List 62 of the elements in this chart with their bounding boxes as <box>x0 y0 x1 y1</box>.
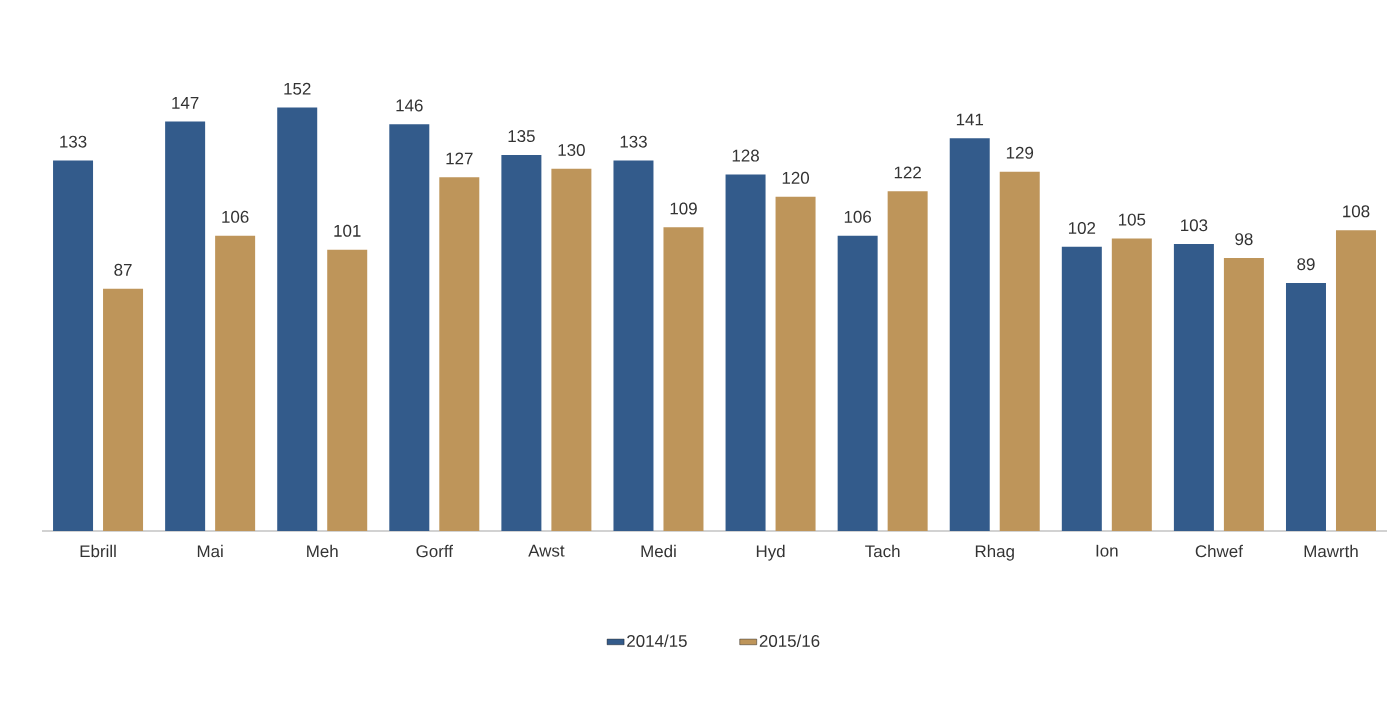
bar <box>103 288 144 531</box>
bar <box>837 235 878 531</box>
data-label: 101 <box>334 224 361 237</box>
x-tick-label: Ebrill <box>80 544 116 558</box>
data-label: 122 <box>894 166 921 179</box>
x-tick-label: Rhag <box>975 544 1014 561</box>
bar <box>887 191 928 531</box>
data-label: 146 <box>396 99 423 112</box>
bar <box>1223 257 1264 531</box>
bar <box>949 138 990 531</box>
bar <box>1061 246 1102 531</box>
bar <box>613 160 654 531</box>
bar <box>663 227 704 531</box>
x-tick-label: Tach <box>865 544 900 558</box>
x-tick-label: Chwef <box>1195 544 1243 558</box>
data-label: 127 <box>446 152 473 165</box>
bar <box>1111 238 1152 531</box>
bar <box>1173 244 1214 531</box>
data-label: 106 <box>222 210 249 223</box>
bar <box>165 121 206 531</box>
x-tick-label: Hyd <box>756 544 785 561</box>
data-label: 152 <box>284 82 311 95</box>
data-label: 129 <box>1006 146 1034 159</box>
x-tick-label: Gorff <box>416 544 453 558</box>
bar <box>53 160 94 531</box>
data-label: 89 <box>1297 258 1315 271</box>
data-label: 105 <box>1118 213 1146 226</box>
bar <box>775 196 816 531</box>
x-tick-label: Mawrth <box>1304 544 1358 558</box>
legend-label: 2014/15 <box>627 634 687 647</box>
x-tick-label: Ion <box>1096 544 1118 557</box>
data-label: 133 <box>60 135 87 148</box>
data-label: 147 <box>172 96 199 109</box>
bar <box>1285 283 1326 531</box>
bar <box>1335 230 1376 531</box>
bar <box>501 154 542 531</box>
x-tick-label: Mai <box>197 544 223 558</box>
data-label: 87 <box>114 263 132 276</box>
data-label: 120 <box>782 171 810 184</box>
data-label: 108 <box>1343 205 1370 218</box>
data-label: 102 <box>1068 222 1096 235</box>
bar <box>277 107 318 531</box>
bar <box>439 177 480 531</box>
data-label: 98 <box>1235 233 1253 246</box>
data-label: 109 <box>670 202 697 215</box>
data-label: 133 <box>620 135 647 148</box>
data-label: 103 <box>1181 219 1208 232</box>
legend-label: 2015/16 <box>759 634 820 647</box>
bar <box>327 249 368 531</box>
x-tick-label: Awst <box>528 544 565 557</box>
data-label: 141 <box>956 113 984 126</box>
x-tick-label: Medi <box>641 544 676 558</box>
bar <box>389 124 430 531</box>
data-label: 135 <box>508 130 535 143</box>
bar <box>999 171 1040 531</box>
data-label: 130 <box>558 144 585 157</box>
bar <box>551 168 592 531</box>
data-label: 106 <box>844 210 872 223</box>
data-label: 128 <box>732 149 759 162</box>
bar <box>215 235 256 531</box>
x-tick-label: Meh <box>307 544 338 558</box>
bar <box>725 174 766 531</box>
